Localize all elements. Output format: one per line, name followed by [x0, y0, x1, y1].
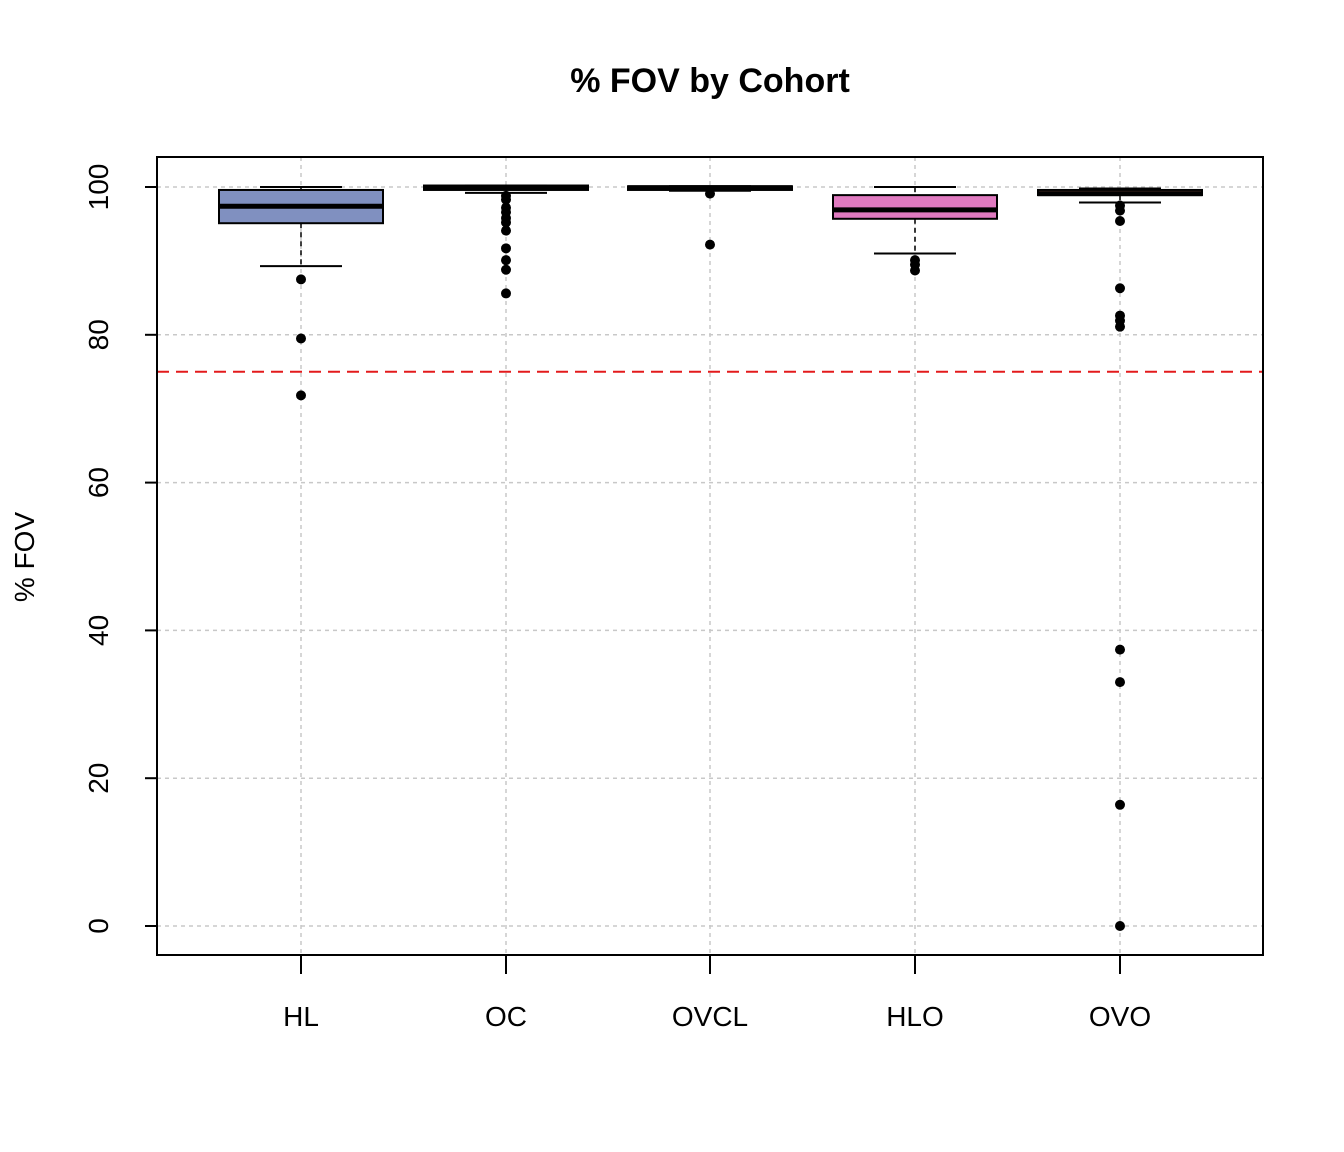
outlier-point	[1115, 321, 1125, 332]
outlier-point	[501, 264, 511, 275]
box-hl	[218, 186, 384, 401]
plot-frame	[156, 156, 1264, 956]
outlier-point	[1115, 799, 1125, 810]
outlier-point	[1115, 921, 1125, 931]
outlier-point	[501, 194, 511, 205]
y-axis-label: % FOV	[9, 512, 40, 603]
y-tick-label: 20	[83, 763, 114, 794]
outlier-point	[1115, 677, 1125, 688]
outlier-point	[1115, 644, 1125, 655]
x-tick-label: OVCL	[672, 1001, 748, 1032]
outlier-point	[501, 217, 511, 228]
outlier-point	[1115, 205, 1125, 216]
outlier-point	[501, 288, 511, 299]
chart-title: % FOV by Cohort	[570, 62, 850, 100]
outlier-point	[296, 274, 306, 285]
y-tick-label: 100	[83, 164, 114, 211]
y-tick-label: 0	[83, 918, 114, 934]
x-tick-label: HL	[283, 1001, 319, 1032]
y-tick-label: 60	[83, 467, 114, 498]
outlier-point	[296, 390, 306, 401]
box-ovcl	[627, 185, 793, 250]
box-hlo	[832, 186, 998, 276]
outlier-point	[1115, 215, 1125, 226]
y-tick-label: 40	[83, 615, 114, 646]
outlier-point	[501, 255, 511, 266]
outlier-point	[501, 225, 511, 236]
outlier-point	[705, 239, 715, 250]
outlier-point	[296, 333, 306, 344]
outlier-point	[501, 243, 511, 254]
outlier-point	[1115, 283, 1125, 294]
box-ovo	[1037, 187, 1203, 931]
outlier-point	[705, 188, 715, 199]
gridlines	[157, 157, 1263, 955]
x-tick-label: OVO	[1089, 1001, 1151, 1032]
axes-group: 0 20 40 60 80 100 HL OC OVCL HLO OVO	[83, 164, 1151, 1032]
box-oc	[423, 184, 589, 299]
boxes-group	[218, 184, 1203, 931]
x-tick-label: HLO	[886, 1001, 944, 1032]
outlier-point	[910, 265, 920, 276]
y-tick-label: 80	[83, 319, 114, 350]
box-iqr	[832, 194, 998, 220]
x-tick-label: OC	[485, 1001, 527, 1032]
